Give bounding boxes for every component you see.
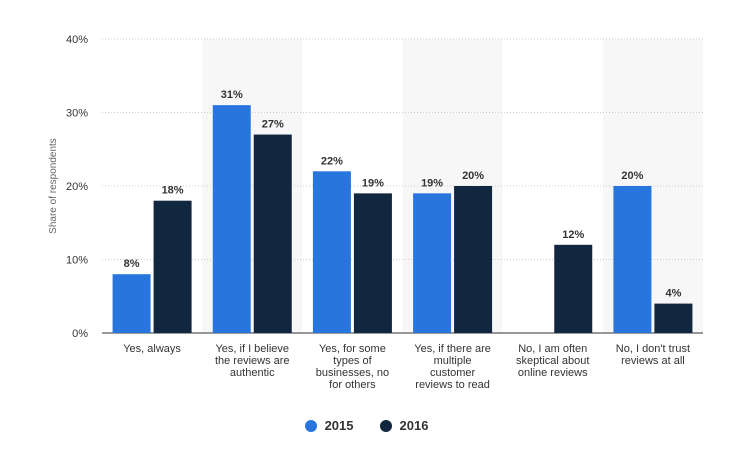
bar-2016[interactable]: [454, 186, 493, 333]
category-labels: Yes, always Yes, if I believe the reviews …: [123, 343, 690, 391]
bar-2015[interactable]: [112, 274, 151, 333]
legend-swatch-2015: [304, 419, 317, 432]
bar-2016[interactable]: [153, 200, 192, 333]
bar-2015[interactable]: [312, 171, 351, 333]
data-label: 31%: [221, 89, 243, 101]
data-labels: 8% 31% 22% 19% 20% 18% 27% 19% 20% 12% 4%: [124, 89, 682, 299]
bar-2016[interactable]: [554, 244, 593, 333]
data-label: 19%: [362, 177, 384, 189]
bar-2015[interactable]: [212, 105, 251, 334]
y-axis-label: Share of respondents: [48, 138, 59, 234]
data-label: 8%: [124, 258, 140, 270]
category-label: Yes, if I believe the reviews are authenti…: [215, 343, 290, 379]
bar-chart: 0% 10% 20% 30% 40% Share of respondents 8% 31…: [48, 34, 703, 391]
bar-2015[interactable]: [413, 193, 452, 333]
data-label: 27%: [262, 119, 284, 131]
legend-label-2015: 2015: [324, 418, 354, 433]
data-label: 19%: [421, 177, 443, 189]
legend-swatch-2016: [379, 419, 392, 432]
y-axis-ticks: 0% 10% 20% 30% 40%: [66, 34, 88, 340]
bars: [112, 105, 693, 334]
bar-2016[interactable]: [253, 134, 292, 333]
y-tick-label: 0%: [72, 328, 88, 340]
data-label: 18%: [162, 185, 184, 197]
y-tick-label: 30%: [66, 108, 88, 120]
y-tick-label: 20%: [66, 181, 88, 193]
bar-2016[interactable]: [353, 193, 392, 333]
data-label: 22%: [321, 155, 343, 167]
data-label: 20%: [621, 170, 643, 182]
data-label: 4%: [665, 288, 681, 300]
category-label: No, I don't trust reviews at all: [616, 343, 690, 367]
legend-item-2016[interactable]: 2016: [379, 418, 429, 433]
y-tick-label: 40%: [66, 34, 88, 46]
data-label: 12%: [562, 229, 584, 241]
gridlines: [102, 38, 703, 334]
category-label: Yes, if there are multiple customer reviews…: [414, 343, 491, 391]
bar-2015[interactable]: [613, 186, 652, 333]
legend: 2015 2016: [0, 418, 733, 433]
category-label: No, I am often skeptical about online revi…: [516, 343, 589, 379]
legend-label-2016: 2016: [399, 418, 429, 433]
legend-item-2015[interactable]: 2015: [304, 418, 354, 433]
data-label: 20%: [462, 170, 484, 182]
bar-2016[interactable]: [654, 303, 693, 333]
y-tick-label: 10%: [66, 255, 88, 267]
category-label: Yes, always: [123, 343, 181, 355]
category-label: Yes, for some types of businesses, no for o…: [316, 343, 389, 391]
